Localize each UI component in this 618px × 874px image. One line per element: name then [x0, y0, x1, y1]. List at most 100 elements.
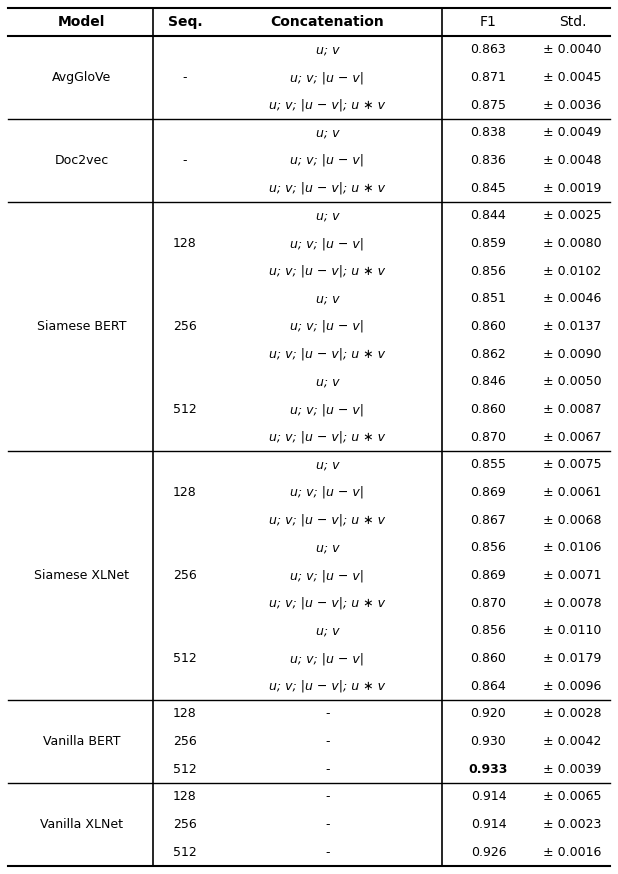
Text: 128: 128	[173, 707, 197, 720]
Text: 0.836: 0.836	[471, 154, 506, 167]
Text: ± 0.0071: ± 0.0071	[543, 569, 602, 582]
Text: u; v: u; v	[316, 44, 339, 56]
Text: 128: 128	[173, 790, 197, 803]
Text: u; v; |u − v|: u; v; |u − v|	[290, 71, 365, 84]
Text: 0.845: 0.845	[470, 182, 506, 195]
Text: u; v: u; v	[316, 127, 339, 139]
Text: 0.869: 0.869	[471, 569, 506, 582]
Text: u; v; |u − v|; u ∗ v: u; v; |u − v|; u ∗ v	[269, 348, 386, 361]
Text: F1: F1	[480, 15, 497, 29]
Text: 0.869: 0.869	[471, 486, 506, 499]
Text: 0.856: 0.856	[470, 624, 506, 637]
Text: 0.871: 0.871	[470, 71, 506, 84]
Text: 0.860: 0.860	[470, 320, 506, 333]
Text: 256: 256	[173, 569, 197, 582]
Text: 0.860: 0.860	[470, 652, 506, 665]
Text: u; v; |u − v|: u; v; |u − v|	[290, 652, 365, 665]
Text: 512: 512	[173, 846, 197, 858]
Text: u; v; |u − v|: u; v; |u − v|	[290, 237, 365, 250]
Text: ± 0.0025: ± 0.0025	[543, 210, 602, 222]
Text: ± 0.0090: ± 0.0090	[543, 348, 602, 361]
Text: u; v: u; v	[316, 624, 339, 637]
Text: 0.846: 0.846	[471, 375, 506, 388]
Text: u; v: u; v	[316, 541, 339, 554]
Text: ± 0.0102: ± 0.0102	[543, 265, 602, 278]
Text: 0.862: 0.862	[471, 348, 506, 361]
Text: u; v; |u − v|; u ∗ v: u; v; |u − v|; u ∗ v	[269, 680, 386, 693]
Text: u; v; |u − v|; u ∗ v: u; v; |u − v|; u ∗ v	[269, 99, 386, 112]
Text: ± 0.0087: ± 0.0087	[543, 403, 602, 416]
Text: u; v: u; v	[316, 210, 339, 222]
Text: -: -	[325, 763, 330, 775]
Text: u; v; |u − v|: u; v; |u − v|	[290, 486, 365, 499]
Text: u; v; |u − v|: u; v; |u − v|	[290, 403, 365, 416]
Text: 0.859: 0.859	[470, 237, 506, 250]
Text: 0.930: 0.930	[471, 735, 506, 748]
Text: Vanilla BERT: Vanilla BERT	[43, 735, 121, 748]
Text: 0.863: 0.863	[471, 44, 506, 56]
Text: u; v: u; v	[316, 458, 339, 471]
Text: ± 0.0019: ± 0.0019	[543, 182, 602, 195]
Text: 0.914: 0.914	[471, 790, 506, 803]
Text: ± 0.0110: ± 0.0110	[543, 624, 602, 637]
Text: u; v; |u − v|; u ∗ v: u; v; |u − v|; u ∗ v	[269, 265, 386, 278]
Text: ± 0.0065: ± 0.0065	[543, 790, 602, 803]
Text: ± 0.0016: ± 0.0016	[543, 846, 602, 858]
Text: 0.855: 0.855	[470, 458, 507, 471]
Text: 0.926: 0.926	[471, 846, 506, 858]
Text: ± 0.0039: ± 0.0039	[543, 763, 602, 775]
Text: 0.870: 0.870	[470, 431, 507, 444]
Text: ± 0.0028: ± 0.0028	[543, 707, 602, 720]
Text: u; v: u; v	[316, 292, 339, 305]
Text: AvgGloVe: AvgGloVe	[52, 71, 111, 84]
Text: ± 0.0040: ± 0.0040	[543, 44, 602, 56]
Text: ± 0.0078: ± 0.0078	[543, 597, 602, 610]
Text: Std.: Std.	[559, 15, 586, 29]
Text: 0.875: 0.875	[470, 99, 507, 112]
Text: 256: 256	[173, 818, 197, 831]
Text: u; v; |u − v|; u ∗ v: u; v; |u − v|; u ∗ v	[269, 597, 386, 610]
Text: 0.851: 0.851	[470, 292, 506, 305]
Text: ± 0.0036: ± 0.0036	[543, 99, 602, 112]
Text: 0.867: 0.867	[470, 514, 506, 527]
Text: -: -	[325, 818, 330, 831]
Text: u; v; |u − v|; u ∗ v: u; v; |u − v|; u ∗ v	[269, 514, 386, 527]
Text: ± 0.0049: ± 0.0049	[543, 127, 602, 139]
Text: ± 0.0096: ± 0.0096	[543, 680, 602, 693]
Text: 256: 256	[173, 735, 197, 748]
Text: 0.870: 0.870	[470, 597, 507, 610]
Text: ± 0.0106: ± 0.0106	[543, 541, 602, 554]
Text: u; v; |u − v|: u; v; |u − v|	[290, 320, 365, 333]
Text: Model: Model	[58, 15, 105, 29]
Text: 128: 128	[173, 237, 197, 250]
Text: ± 0.0046: ± 0.0046	[543, 292, 602, 305]
Text: 0.914: 0.914	[471, 818, 506, 831]
Text: 512: 512	[173, 763, 197, 775]
Text: ± 0.0080: ± 0.0080	[543, 237, 602, 250]
Text: ± 0.0179: ± 0.0179	[543, 652, 602, 665]
Text: ± 0.0067: ± 0.0067	[543, 431, 602, 444]
Text: 0.856: 0.856	[470, 265, 506, 278]
Text: -: -	[325, 735, 330, 748]
Text: ± 0.0048: ± 0.0048	[543, 154, 602, 167]
Text: Vanilla XLNet: Vanilla XLNet	[40, 818, 123, 831]
Text: 0.844: 0.844	[471, 210, 506, 222]
Text: 128: 128	[173, 486, 197, 499]
Text: 0.920: 0.920	[471, 707, 506, 720]
Text: 0.856: 0.856	[470, 541, 506, 554]
Text: Concatenation: Concatenation	[271, 15, 384, 29]
Text: u; v; |u − v|: u; v; |u − v|	[290, 154, 365, 167]
Text: Siamese BERT: Siamese BERT	[36, 320, 126, 333]
Text: ± 0.0061: ± 0.0061	[543, 486, 602, 499]
Text: Doc2vec: Doc2vec	[54, 154, 109, 167]
Text: 0.838: 0.838	[470, 127, 506, 139]
Text: ± 0.0045: ± 0.0045	[543, 71, 602, 84]
Text: -: -	[183, 71, 187, 84]
Text: ± 0.0068: ± 0.0068	[543, 514, 602, 527]
Text: ± 0.0075: ± 0.0075	[543, 458, 602, 471]
Text: -: -	[325, 790, 330, 803]
Text: -: -	[183, 154, 187, 167]
Text: ± 0.0137: ± 0.0137	[543, 320, 602, 333]
Text: 0.864: 0.864	[471, 680, 506, 693]
Text: ± 0.0050: ± 0.0050	[543, 375, 602, 388]
